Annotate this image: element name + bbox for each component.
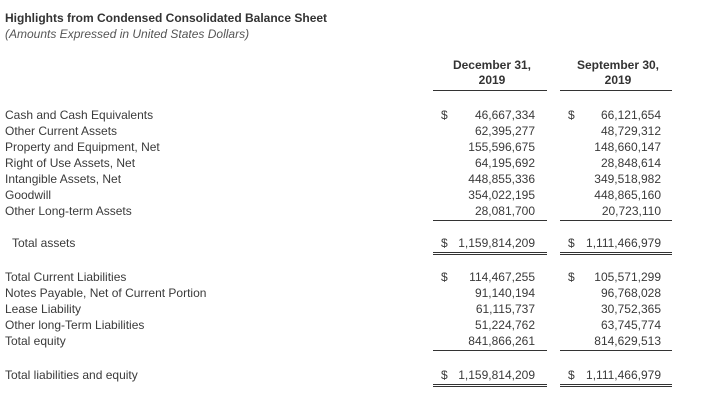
value-dec-2019: 64,195,692 <box>474 156 535 170</box>
value-dec-2019: 114,467,255 <box>469 270 535 284</box>
total-liabilities-equity-row: Total liabilities and equity $ 1,159,814… <box>0 367 701 383</box>
value-dec-2019: 51,224,762 <box>474 318 535 332</box>
currency-symbol: $ <box>441 108 448 122</box>
total-assets-row: Total assets $ 1,159,814,209 $ 1,111,466… <box>0 235 701 251</box>
table-row: Total Current Liabilities $ 114,467,255 … <box>0 269 701 285</box>
column-header-dec-2019: December 31, 2019 <box>432 58 552 88</box>
table-row: Lease Liability 61,115,737 30,752,365 <box>0 301 701 317</box>
table-row: Intangible Assets, Net 448,855,336 349,5… <box>0 171 701 187</box>
value-sep-2019: 1,111,466,979 <box>586 368 661 382</box>
value-sep-2019: 30,752,365 <box>600 302 661 316</box>
row-label: Intangible Assets, Net <box>5 172 122 186</box>
row-label: Total Current Liabilities <box>5 270 127 284</box>
row-label: Property and Equipment, Net <box>5 140 160 154</box>
row-label: Goodwill <box>5 188 52 202</box>
total-double-rule <box>560 252 672 255</box>
value-sep-2019: 20,723,110 <box>601 204 661 218</box>
value-sep-2019: 349,518,982 <box>594 172 661 186</box>
value-sep-2019: 63,745,774 <box>600 318 661 332</box>
row-label: Right of Use Assets, Net <box>5 156 136 170</box>
table-row: Goodwill 354,022,195 448,865,160 <box>0 187 701 203</box>
row-label: Notes Payable, Net of Current Portion <box>5 286 207 300</box>
value-sep-2019: 105,571,299 <box>594 270 661 284</box>
subtotal-rule <box>560 350 672 351</box>
value-sep-2019: 48,729,312 <box>600 124 661 138</box>
page-subtitle: (Amounts Expressed in United States Doll… <box>5 27 250 41</box>
row-label: Total assets <box>12 236 76 250</box>
currency-symbol: $ <box>568 108 575 122</box>
table-row: Other Current Assets 62,395,277 48,729,3… <box>0 123 701 139</box>
table-row: Cash and Cash Equivalents $ 46,667,334 $… <box>0 107 701 123</box>
currency-symbol: $ <box>441 236 448 250</box>
value-dec-2019: 1,159,814,209 <box>458 368 535 382</box>
column-header-line1: September 30, <box>576 58 660 72</box>
table-row: Right of Use Assets, Net 64,195,692 28,8… <box>0 155 701 171</box>
table-row: Total equity 841,866,261 814,629,513 <box>0 333 701 349</box>
value-dec-2019: 354,022,195 <box>468 188 535 202</box>
currency-symbol: $ <box>441 270 448 284</box>
total-double-rule <box>433 384 547 387</box>
value-dec-2019: 841,866,261 <box>468 334 535 348</box>
row-label: Total liabilities and equity <box>5 368 138 382</box>
header-underline <box>560 90 672 91</box>
row-label: Other Current Assets <box>5 124 118 138</box>
subtotal-rule <box>433 220 547 221</box>
row-label: Cash and Cash Equivalents <box>5 108 154 122</box>
table-row: Other Long-term Assets 28,081,700 20,723… <box>0 203 701 219</box>
currency-symbol: $ <box>568 368 575 382</box>
currency-symbol: $ <box>441 368 448 382</box>
value-dec-2019: 62,395,277 <box>474 124 535 138</box>
currency-symbol: $ <box>568 236 575 250</box>
row-label: Other long-Term Liabilities <box>5 318 145 332</box>
subtotal-rule <box>433 350 547 351</box>
row-label: Total equity <box>5 334 66 348</box>
column-header-line2: 2019 <box>604 73 632 87</box>
currency-symbol: $ <box>568 270 575 284</box>
row-label: Other Long-term Assets <box>5 204 132 218</box>
value-sep-2019: 28,848,614 <box>600 156 661 170</box>
value-dec-2019: 1,159,814,209 <box>458 236 535 250</box>
value-dec-2019: 91,140,194 <box>474 286 535 300</box>
page-title: Highlights from Condensed Consolidated B… <box>5 11 328 25</box>
total-double-rule <box>433 252 547 255</box>
table-row: Other long-Term Liabilities 51,224,762 6… <box>0 317 701 333</box>
column-header-line1: December 31, <box>452 58 532 72</box>
column-header-sep-2019: September 30, 2019 <box>558 58 678 88</box>
value-dec-2019: 28,081,700 <box>474 204 535 218</box>
row-label: Lease Liability <box>5 302 82 316</box>
table-row: Notes Payable, Net of Current Portion 91… <box>0 285 701 301</box>
value-dec-2019: 61,115,737 <box>475 302 535 316</box>
value-sep-2019: 448,865,160 <box>594 188 661 202</box>
value-dec-2019: 46,667,334 <box>474 108 535 122</box>
table-row: Property and Equipment, Net 155,596,675 … <box>0 139 701 155</box>
value-sep-2019: 148,660,147 <box>594 140 661 154</box>
value-sep-2019: 814,629,513 <box>594 334 661 348</box>
value-sep-2019: 96,768,028 <box>600 286 661 300</box>
column-header-line2: 2019 <box>478 73 506 87</box>
total-double-rule <box>560 384 672 387</box>
value-sep-2019: 66,121,654 <box>600 108 661 122</box>
value-dec-2019: 448,855,336 <box>468 172 535 186</box>
value-sep-2019: 1,111,466,979 <box>586 236 661 250</box>
subtotal-rule <box>560 220 672 221</box>
header-underline <box>433 90 547 91</box>
value-dec-2019: 155,596,675 <box>468 140 535 154</box>
